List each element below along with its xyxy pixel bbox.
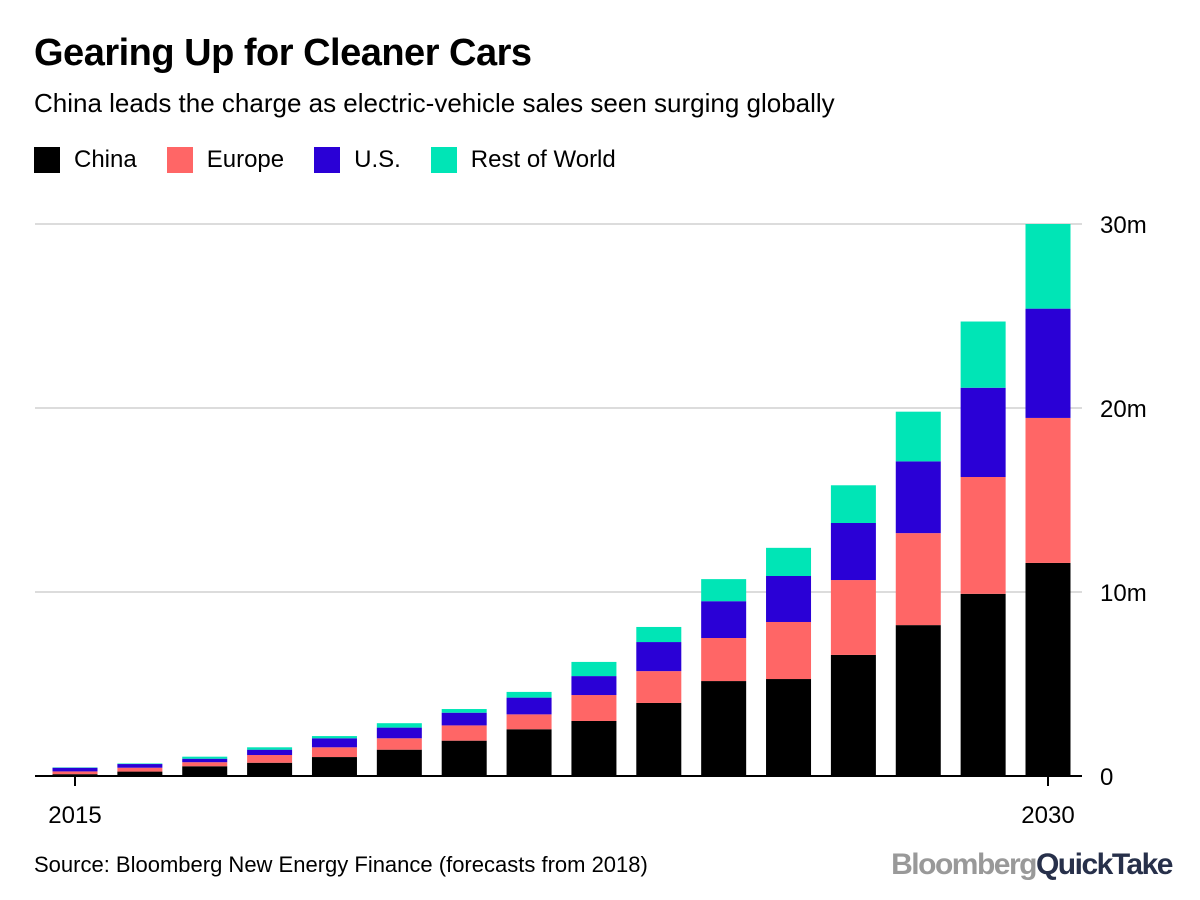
bar-segment-china-2026	[766, 679, 812, 776]
bar-segment-rest-of-world-2017	[182, 756, 228, 759]
bar-segment-u-s--2021	[441, 712, 487, 726]
bar-segment-rest-of-world-2023	[571, 661, 617, 677]
bar-segment-u-s--2029	[960, 387, 1006, 477]
bar-segment-u-s--2015	[52, 767, 98, 772]
bar-segment-rest-of-world-2021	[441, 709, 487, 713]
bar-segment-europe-2026	[766, 621, 812, 680]
legend-item: China	[34, 146, 137, 174]
bar-segment-rest-of-world-2025	[701, 579, 747, 602]
bar-segment-china-2022	[506, 729, 552, 776]
bar-segment-europe-2017	[182, 762, 228, 767]
bar-segment-china-2021	[441, 740, 487, 776]
source-note: Source: Bloomberg New Energy Finance (fo…	[34, 852, 648, 877]
bar-segment-europe-2019	[311, 747, 357, 758]
legend-item: Rest of World	[430, 146, 616, 174]
bar-segment-china-2016	[117, 771, 163, 776]
logo-part-1: Bloomberg	[891, 848, 1037, 881]
bar-segment-china-2030	[1025, 562, 1071, 776]
legend-swatch	[34, 147, 60, 173]
bar-segment-u-s--2028	[895, 461, 941, 534]
bar-segment-rest-of-world-2030	[1025, 224, 1071, 309]
bar-segment-u-s--2024	[636, 642, 682, 672]
bar-segment-rest-of-world-2016	[117, 763, 163, 765]
legend-swatch	[430, 147, 457, 173]
bar-segment-u-s--2025	[701, 601, 747, 638]
logo-part-2: QuickTake	[1035, 848, 1174, 881]
legend-label: Europe	[206, 146, 285, 173]
legend-label: Rest of World	[470, 146, 616, 173]
bar-segment-china-2019	[311, 757, 357, 776]
bar-segment-rest-of-world-2020	[376, 723, 422, 728]
bar-segment-europe-2018	[247, 755, 293, 763]
legend-item: Europe	[166, 146, 285, 174]
bar-segment-europe-2023	[571, 695, 617, 721]
bar-segment-u-s--2026	[766, 575, 812, 622]
bar-segment-china-2024	[636, 702, 682, 776]
bar-segment-rest-of-world-2028	[895, 411, 941, 462]
y-tick-label: 30m	[1100, 212, 1147, 239]
bar-segment-u-s--2023	[571, 676, 617, 696]
chart-subtitle: China leads the charge as electric-vehic…	[34, 88, 835, 118]
x-tick-label: 2015	[48, 802, 101, 829]
bar-segment-china-2027	[830, 654, 876, 776]
bar-segment-europe-2020	[376, 738, 422, 750]
bar-segment-europe-2021	[441, 725, 487, 741]
y-tick-label: 20m	[1100, 396, 1147, 423]
legend: China Europe U.S. Rest of World	[34, 146, 646, 174]
bar-segment-u-s--2027	[830, 523, 876, 581]
bar-segment-rest-of-world-2019	[311, 736, 357, 739]
bar-segment-china-2020	[376, 749, 422, 776]
legend-swatch	[314, 147, 341, 173]
y-tick-label: 10m	[1100, 580, 1147, 607]
bar-segment-europe-2024	[636, 671, 682, 703]
bar-segment-u-s--2016	[117, 764, 163, 768]
bar-segment-u-s--2030	[1025, 308, 1071, 418]
bar-segment-rest-of-world-2024	[636, 626, 682, 643]
bar-segment-china-2017	[182, 766, 228, 776]
bar-segment-europe-2015	[52, 771, 98, 775]
chart-title: Gearing Up for Cleaner Cars	[34, 32, 532, 74]
bar-segment-u-s--2020	[376, 727, 422, 739]
bar-segment-china-2018	[247, 762, 293, 776]
y-tick-label: 0	[1100, 764, 1113, 791]
bar-segment-china-2029	[960, 593, 1006, 776]
bar-segment-rest-of-world-2027	[830, 485, 876, 523]
bar-segment-u-s--2019	[311, 738, 357, 748]
bar-segment-europe-2029	[960, 477, 1006, 594]
bar-segment-europe-2016	[117, 767, 163, 772]
bar-segment-rest-of-world-2022	[506, 691, 552, 698]
legend-item: U.S.	[314, 146, 401, 174]
bar-segment-u-s--2017	[182, 758, 228, 763]
bar-segment-u-s--2018	[247, 749, 293, 756]
bar-segment-rest-of-world-2026	[766, 547, 812, 576]
bar-segment-china-2025	[701, 681, 747, 776]
bar-segment-europe-2025	[701, 638, 747, 682]
bloomberg-quicktake-logo: BloombergQuickTake	[891, 848, 1174, 882]
bar-segment-europe-2022	[506, 714, 552, 730]
legend-swatch	[166, 147, 193, 173]
bar-segment-china-2028	[895, 625, 941, 776]
legend-label: U.S.	[354, 146, 401, 173]
bar-segment-china-2023	[571, 720, 617, 776]
x-tick-label: 2030	[1021, 802, 1074, 829]
legend-label: China	[74, 146, 137, 173]
bar-segment-europe-2030	[1025, 417, 1071, 563]
bar-segment-europe-2028	[895, 533, 941, 626]
bar-segment-europe-2027	[830, 580, 876, 655]
bar-segment-rest-of-world-2018	[247, 747, 293, 750]
bar-segment-rest-of-world-2029	[960, 321, 1006, 388]
bar-segment-u-s--2022	[506, 697, 552, 715]
